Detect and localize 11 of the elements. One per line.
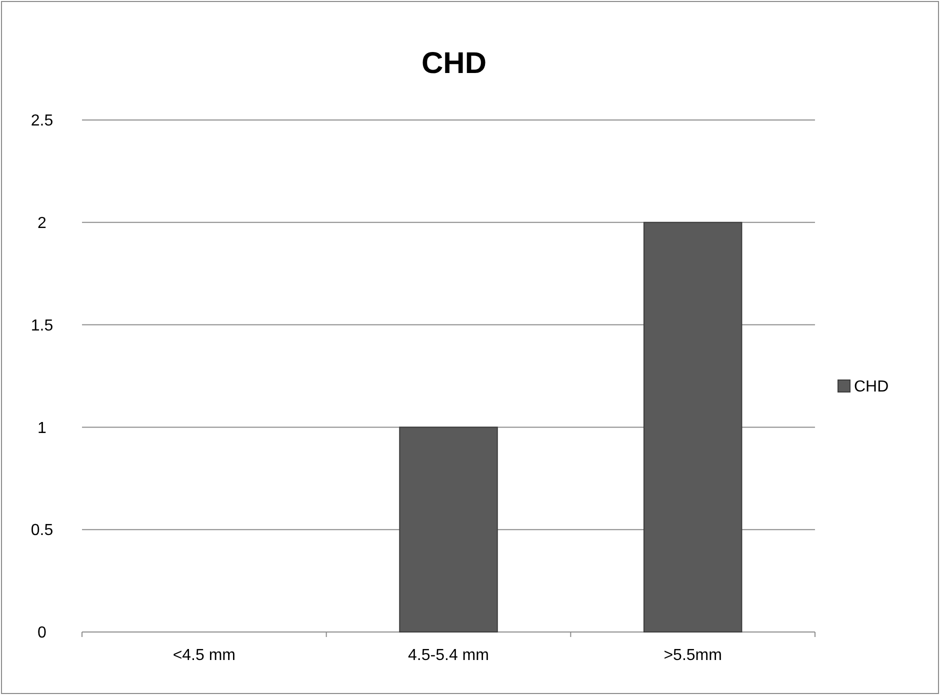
chart-title: CHD: [422, 47, 486, 80]
y-tick-label: 1: [38, 420, 47, 437]
y-tick-label: 2: [38, 215, 47, 232]
x-tick-label: <4.5 mm: [172, 647, 236, 664]
y-tick-label: 2.5: [30, 112, 54, 130]
legend-label: CHD: [854, 378, 889, 396]
y-tick-label: 1.5: [30, 317, 54, 334]
y-tick-label: 0: [38, 624, 47, 642]
y-tick-label: 0.5: [30, 522, 54, 540]
x-tick-label: >5.5mm: [664, 647, 722, 664]
x-tick-label: 4.5-5.4 mm: [408, 647, 489, 664]
